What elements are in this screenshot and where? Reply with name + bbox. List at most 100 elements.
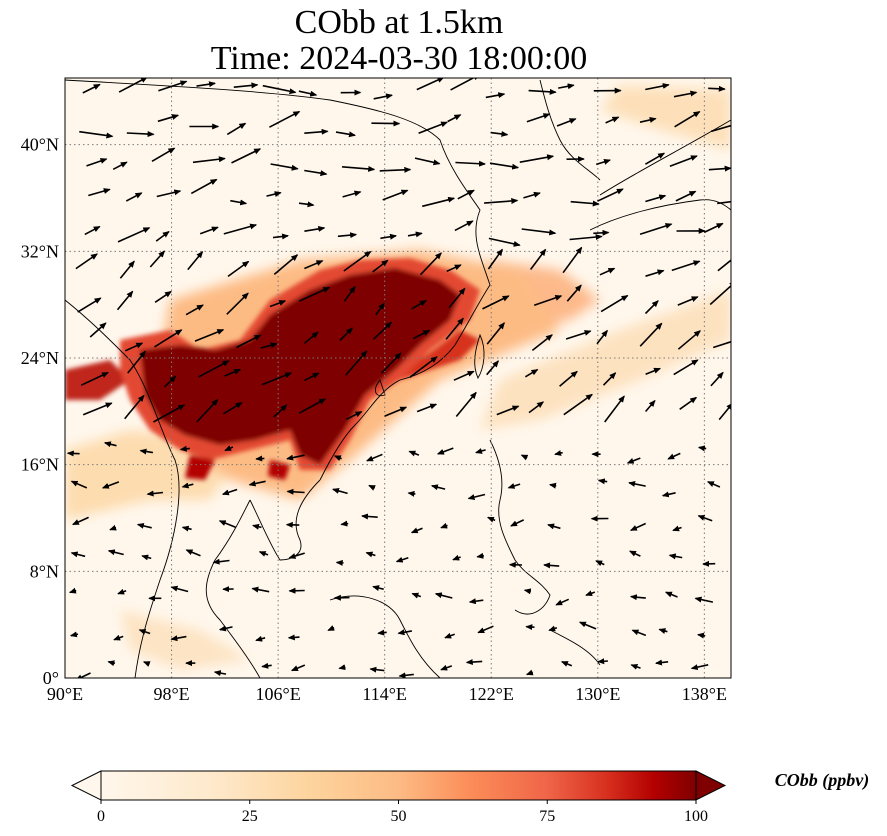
- wind-vector: [339, 327, 354, 342]
- wind-vector: [117, 588, 127, 595]
- wind-vector: [365, 551, 376, 558]
- wind-vector: [566, 284, 582, 302]
- wind-vector: [422, 196, 456, 208]
- wind-vector: [455, 160, 486, 167]
- wind-vector: [457, 189, 475, 200]
- colorbar-tick-label: 75: [539, 808, 555, 825]
- wind-vector: [342, 190, 362, 198]
- wind-vector: [340, 520, 349, 527]
- wind-vector: [413, 329, 431, 340]
- wind-vector: [103, 441, 117, 448]
- wind-vector: [597, 188, 624, 202]
- japan-south-coastline: [589, 199, 731, 231]
- wind-vector: [639, 223, 673, 235]
- wind-vector: [484, 197, 519, 204]
- wind-vector: [198, 360, 230, 378]
- wind-vector: [560, 660, 573, 667]
- wind-vector: [595, 159, 611, 166]
- wind-vector: [628, 550, 641, 557]
- wind-vector: [179, 445, 190, 452]
- wind-vector: [708, 85, 726, 92]
- wind-vector: [486, 322, 505, 345]
- wind-vector: [156, 189, 182, 198]
- wind-vector: [286, 454, 305, 461]
- wind-vector: [298, 90, 318, 97]
- wind-vector: [690, 664, 709, 671]
- wind-vector: [258, 551, 269, 557]
- wind-vector: [525, 624, 535, 631]
- gridlines: [65, 78, 731, 678]
- wind-vector: [226, 122, 247, 136]
- wind-vector: [416, 403, 438, 413]
- wind-vector: [125, 192, 143, 202]
- wind-vector: [525, 669, 534, 676]
- wind-vector: [476, 552, 485, 559]
- wind-vector: [418, 121, 449, 134]
- wind-vector: [453, 370, 475, 381]
- wind-vector: [447, 114, 462, 123]
- wind-vector: [298, 398, 327, 414]
- wind-vector: [718, 402, 731, 421]
- wind-vector: [521, 228, 557, 236]
- wind-vector: [119, 260, 135, 279]
- wind-vector: [599, 267, 616, 276]
- wind-vector: [419, 252, 442, 276]
- wind-vector: [523, 191, 541, 199]
- wind-vector: [248, 480, 266, 487]
- wind-vector: [224, 445, 234, 452]
- wind-vector: [380, 233, 397, 240]
- wind-vector: [644, 399, 656, 413]
- wind-vector: [124, 394, 145, 420]
- wind-vector: [440, 522, 448, 529]
- wind-vector: [414, 157, 441, 166]
- wind-vector: [70, 551, 86, 558]
- lat-tick-label: 8°N: [30, 561, 59, 581]
- wind-vector: [77, 297, 102, 313]
- korea-coastline: [539, 79, 601, 181]
- wind-vector: [218, 625, 233, 632]
- lat-tick-label: 24°N: [21, 348, 59, 368]
- wind-vector: [631, 629, 647, 637]
- wind-vector: [490, 130, 509, 137]
- wind-vector: [697, 514, 713, 522]
- colorbar-label: CObb (ppbv): [775, 770, 869, 791]
- lon-tick-label: 106°E: [256, 684, 301, 704]
- wind-vector: [554, 450, 563, 456]
- wind-vector: [164, 375, 177, 388]
- wind-vector: [448, 287, 466, 309]
- wind-vector: [528, 88, 557, 95]
- wind-vector: [555, 598, 570, 606]
- wind-vector: [452, 554, 461, 561]
- wind-vector: [673, 359, 699, 376]
- wind-vector: [101, 481, 120, 489]
- wind-vector: [82, 83, 101, 94]
- wind-vector: [270, 163, 299, 171]
- wind-vector: [523, 588, 532, 595]
- wind-vector: [559, 370, 578, 387]
- wind-vector: [519, 154, 555, 163]
- wind-vector: [138, 629, 151, 635]
- wind-vector: [185, 304, 204, 316]
- peninsula-coastline: [205, 499, 261, 678]
- wind-vector: [269, 110, 301, 128]
- wind-vector: [384, 406, 408, 417]
- wind-vector: [709, 280, 731, 306]
- wind-vector: [585, 590, 596, 597]
- colorbar-ticks: 0 25 50 75 100: [97, 800, 708, 825]
- wind-vector: [222, 402, 243, 415]
- wind-vector: [410, 527, 423, 534]
- wind-vector: [154, 329, 183, 348]
- wind-vector: [304, 260, 324, 270]
- wind-vector: [88, 188, 111, 197]
- wind-vector: [382, 189, 409, 201]
- wind-vector: [717, 200, 731, 205]
- colorbar-gradient: [101, 771, 696, 800]
- plume-core: [65, 258, 480, 480]
- cobb-concentration-field: [65, 85, 731, 670]
- wind-vector: [260, 342, 278, 349]
- wind-vector: [255, 635, 266, 642]
- philippines-coastline: [489, 439, 551, 615]
- wind-vector: [645, 194, 667, 203]
- wind-vector: [596, 329, 608, 345]
